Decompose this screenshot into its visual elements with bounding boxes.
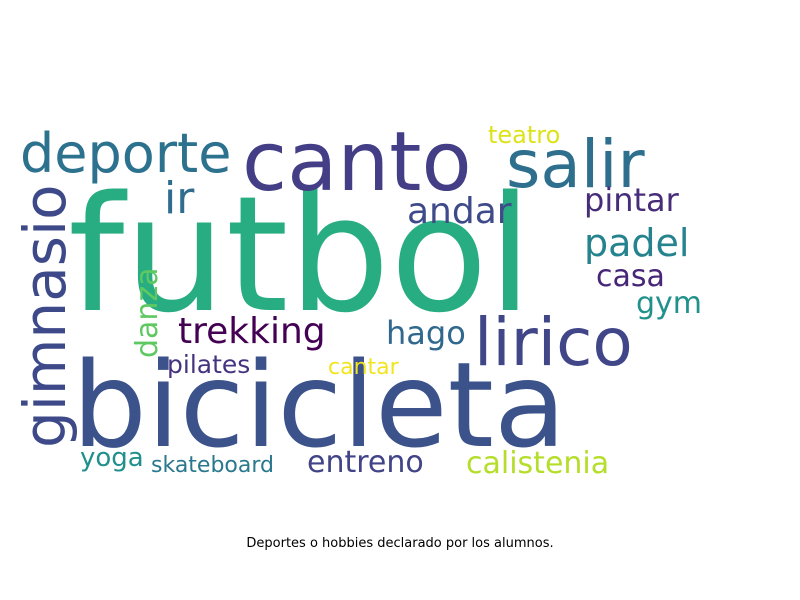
word-canto: canto	[242, 115, 472, 210]
word-ir: ir	[164, 173, 195, 224]
word-padel: padel	[584, 221, 689, 265]
word-calistenia: calistenia	[466, 446, 609, 481]
word-pilates: pilates	[167, 350, 250, 379]
word-lirico: lirico	[474, 304, 633, 381]
word-andar: andar	[407, 191, 512, 232]
word-salir: salir	[506, 126, 646, 203]
word-entreno: entreno	[307, 445, 424, 480]
word-danza: danza	[130, 267, 165, 358]
word-teatro: teatro	[488, 121, 560, 149]
word-gym: gym	[636, 286, 702, 321]
word-cantar: cantar	[328, 355, 400, 380]
word-gimnasio: gimnasio	[11, 184, 79, 448]
word-skateboard: skateboard	[151, 453, 274, 478]
word-deporte: deporte	[20, 122, 231, 185]
figure-caption: Deportes o hobbies declarado por los alu…	[246, 536, 554, 551]
word-futbol: futbol	[68, 161, 532, 348]
word-casa: casa	[596, 259, 665, 294]
word-yoga: yoga	[80, 443, 144, 473]
word-pintar: pintar	[584, 181, 680, 219]
word-bicicleta: bicicleta	[72, 336, 566, 474]
word-hago: hago	[386, 314, 466, 352]
word-trekking: trekking	[178, 311, 326, 352]
